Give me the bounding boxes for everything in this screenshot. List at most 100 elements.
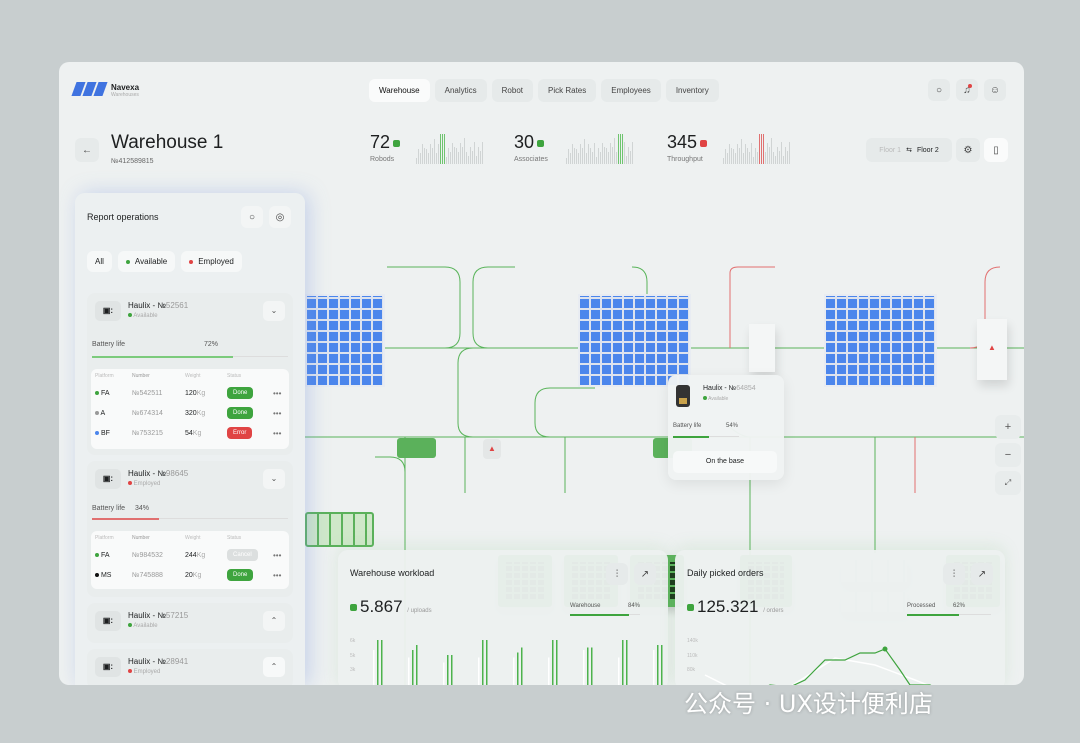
spark-bar <box>781 142 782 164</box>
expand-icon: ⤢ <box>1004 478 1012 487</box>
open-button[interactable]: ↗ <box>634 563 656 585</box>
spark-bar <box>620 134 621 164</box>
workload-bar <box>478 657 480 685</box>
spark-bar <box>608 152 609 164</box>
search-button[interactable]: ○ <box>928 79 950 101</box>
tab-analytics[interactable]: Analytics <box>434 79 487 102</box>
settings-button[interactable]: ⚙ <box>956 138 980 162</box>
spark-bar <box>628 147 629 164</box>
spark-bar <box>580 144 581 164</box>
workload-bar <box>513 657 515 685</box>
status-badge: Done <box>227 387 254 399</box>
bell-icon: ♫ <box>963 84 971 96</box>
workload-bar <box>416 645 418 685</box>
storage-rack[interactable] <box>305 294 385 387</box>
spark-bar <box>588 144 589 164</box>
robot-card[interactable]: ▣: Haulix - №57215 Available ⌃ <box>87 603 293 643</box>
zoom-in-button[interactable]: + <box>995 415 1021 439</box>
more-icon[interactable]: ••• <box>273 570 282 580</box>
chevron-up-icon[interactable]: ⌃ <box>263 611 285 631</box>
location-button[interactable]: ◎ <box>269 206 291 228</box>
sparkline-associates <box>566 134 633 164</box>
warehouse-workload-card: Warehouse workload ⫶ ↗ 5.867 / uploads W… <box>338 550 668 685</box>
workload-bar <box>626 640 628 685</box>
zoom-out-button[interactable]: − <box>995 443 1021 467</box>
spark-bar <box>749 152 750 164</box>
spark-bar <box>787 151 788 164</box>
profile-button[interactable]: ☺ <box>984 79 1006 101</box>
workload-bar <box>408 657 410 685</box>
chevron-down-icon[interactable]: ⌄ <box>263 301 285 321</box>
spark-bar <box>767 143 768 164</box>
spark-bar <box>731 148 732 164</box>
warning-icon: ▲ <box>988 343 996 352</box>
spark-bar <box>568 149 569 164</box>
more-icon[interactable]: ••• <box>273 550 282 560</box>
trend-up-icon <box>393 140 401 148</box>
tab-warehouse[interactable]: Warehouse <box>369 79 430 102</box>
workload-bar <box>583 650 585 685</box>
storage-rack[interactable] <box>578 294 691 387</box>
tab-inventory[interactable]: Inventory <box>665 79 719 102</box>
charging-station[interactable] <box>397 438 436 458</box>
robot-card[interactable]: ▣: Haulix - №98645 Employed ⌄ Battery li… <box>87 461 293 597</box>
tab-robot[interactable]: Robot <box>491 79 533 102</box>
filter-all[interactable]: All <box>87 251 112 272</box>
platform: FA <box>95 552 132 559</box>
user-icon: ☺ <box>989 84 1001 96</box>
more-icon[interactable]: ••• <box>273 428 282 438</box>
more-icon[interactable]: ••• <box>273 388 282 398</box>
alert-marker[interactable]: ▲ <box>483 439 501 459</box>
spark-bar <box>779 151 780 164</box>
filter-button[interactable]: ⫶ <box>943 563 965 585</box>
spark-bar <box>632 142 633 164</box>
spark-bar <box>745 144 746 164</box>
sparkline-robods <box>416 134 483 164</box>
bookmark-button[interactable]: ▯ <box>984 138 1008 162</box>
workload-bar <box>552 640 554 685</box>
panel-search-button[interactable]: ○ <box>241 206 263 228</box>
robot-card[interactable]: ▣: Haulix - №28941 Employed ⌃ <box>87 649 293 685</box>
spark-bar <box>610 143 611 164</box>
trend-down-icon <box>700 140 708 148</box>
status-badge: Cancel <box>227 549 258 561</box>
workload-bar <box>373 650 375 685</box>
robot-card[interactable]: ▣: Haulix - №52561 Available ⌄ Battery l… <box>87 293 293 455</box>
spark-bar <box>464 138 465 164</box>
spark-bar <box>594 143 595 164</box>
orders-line-chart <box>704 646 932 685</box>
spark-bar <box>432 148 433 164</box>
shelf-unit[interactable] <box>749 324 775 372</box>
spark-bar <box>572 144 573 164</box>
platform: A <box>95 410 132 417</box>
back-button[interactable]: ← <box>75 138 99 162</box>
storage-rack[interactable] <box>824 294 937 387</box>
status-badge: Done <box>227 569 254 581</box>
spark-bar <box>570 153 571 164</box>
spark-bar <box>763 134 764 164</box>
shelf-unit[interactable]: ▲ <box>977 319 1007 380</box>
tab-pick-rates[interactable]: Pick Rates <box>538 79 597 102</box>
workload-bar <box>653 650 655 685</box>
chevron-up-icon[interactable]: ⌃ <box>263 657 285 677</box>
chevron-down-icon[interactable]: ⌄ <box>263 469 285 489</box>
weight: 54Kg <box>185 429 202 437</box>
spark-bar <box>602 143 603 164</box>
more-icon[interactable]: ••• <box>273 408 282 418</box>
tab-employees[interactable]: Employees <box>601 79 661 102</box>
spark-bar <box>444 134 445 164</box>
on-the-base-button[interactable]: On the base <box>673 451 777 473</box>
floor-switcher[interactable]: Floor 1 ⇆ Floor 2 <box>866 138 952 162</box>
filter-available[interactable]: Available <box>117 251 176 272</box>
number: №753215 <box>132 429 163 437</box>
filter-button[interactable]: ⫶ <box>606 563 628 585</box>
search-icon: ○ <box>248 211 256 223</box>
spark-bar <box>741 139 742 164</box>
filter-employed[interactable]: Employed <box>181 251 242 272</box>
spark-bar <box>606 148 607 164</box>
fullscreen-button[interactable]: ⤢ <box>995 471 1021 495</box>
notifications-button[interactable]: ♫ <box>956 79 978 101</box>
spark-bar <box>727 153 728 164</box>
conveyor-rack[interactable] <box>305 512 374 547</box>
open-button[interactable]: ↗ <box>971 563 993 585</box>
